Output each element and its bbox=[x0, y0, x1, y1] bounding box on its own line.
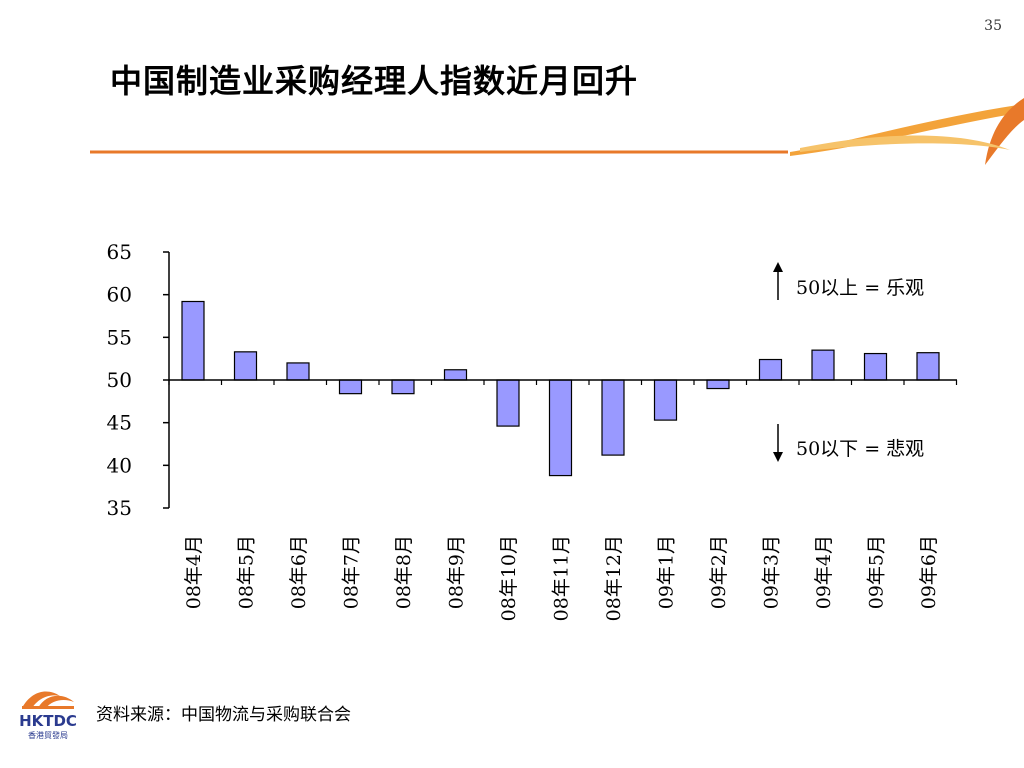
bar-1 bbox=[233, 351, 258, 381]
orange-swoosh-decoration bbox=[90, 98, 1024, 165]
bar-5 bbox=[443, 369, 468, 381]
y-tick-label: 35 bbox=[107, 496, 132, 520]
logo-sail-icon-2 bbox=[38, 695, 74, 708]
bar-12 bbox=[811, 349, 835, 381]
up-arrowhead-icon bbox=[773, 262, 783, 272]
bar-7 bbox=[548, 379, 573, 477]
bar-13 bbox=[863, 352, 888, 381]
x-category-label: 08年5月 bbox=[236, 535, 258, 609]
logo-bar bbox=[22, 706, 74, 709]
bar-11 bbox=[758, 358, 783, 381]
bar-3 bbox=[338, 379, 363, 395]
x-category-label: 09年1月 bbox=[656, 535, 678, 609]
annotation-above: 50以上 = 乐观 bbox=[796, 277, 925, 299]
pmi-bar-chart: 65 60 55 50 45 40 35 08年4月 08年5月 08年6月 08年7月 08年8月 0… bbox=[107, 240, 958, 621]
orange-swoosh-tail bbox=[985, 98, 1024, 165]
bar-2 bbox=[286, 362, 310, 381]
bar-9 bbox=[653, 379, 678, 421]
hktdc-logo: HKTDC 香港貿發局 bbox=[19, 691, 77, 740]
page-number: 35 bbox=[984, 18, 1002, 34]
x-category-label: 08年9月 bbox=[446, 535, 468, 609]
x-category-label: 08年4月 bbox=[183, 535, 205, 609]
bar-8 bbox=[601, 379, 625, 456]
logo-text: HKTDC bbox=[19, 712, 77, 730]
x-category-label: 09年5月 bbox=[866, 535, 888, 609]
source-note: 资料来源：中国物流与采购联合会 bbox=[96, 705, 351, 725]
bar-14 bbox=[916, 352, 940, 381]
x-category-label: 08年7月 bbox=[341, 535, 363, 609]
x-category-label: 09年6月 bbox=[918, 535, 940, 609]
logo-subtext: 香港貿發局 bbox=[28, 730, 68, 740]
x-category-label: 09年3月 bbox=[761, 535, 783, 609]
y-tick-label: 40 bbox=[107, 453, 132, 477]
y-tick-label: 50 bbox=[107, 368, 132, 392]
x-category-label: 08年10月 bbox=[498, 535, 520, 621]
bar-10 bbox=[706, 379, 730, 390]
logo-sail-icon bbox=[22, 691, 60, 708]
orange-swoosh-highlight bbox=[800, 135, 1010, 152]
bar-0 bbox=[181, 300, 205, 381]
bar-4 bbox=[391, 379, 415, 395]
x-category-label: 08年12月 bbox=[603, 535, 625, 621]
x-category-label: 08年6月 bbox=[288, 535, 310, 609]
bar-6 bbox=[496, 379, 520, 427]
page-title: 中国制造业采购经理人指数近月回升 bbox=[110, 62, 639, 100]
down-arrowhead-icon bbox=[773, 452, 783, 462]
y-tick-label: 60 bbox=[107, 283, 132, 307]
y-tick-label: 55 bbox=[107, 325, 132, 349]
x-category-label: 08年8月 bbox=[393, 535, 415, 609]
y-tick-label: 45 bbox=[107, 411, 132, 435]
x-category-label: 09年2月 bbox=[708, 535, 730, 609]
x-category-label: 08年11月 bbox=[551, 535, 573, 621]
y-tick-label: 65 bbox=[107, 240, 132, 264]
annotation-below: 50以下 = 悲观 bbox=[796, 438, 925, 460]
x-category-label: 09年4月 bbox=[813, 535, 835, 609]
